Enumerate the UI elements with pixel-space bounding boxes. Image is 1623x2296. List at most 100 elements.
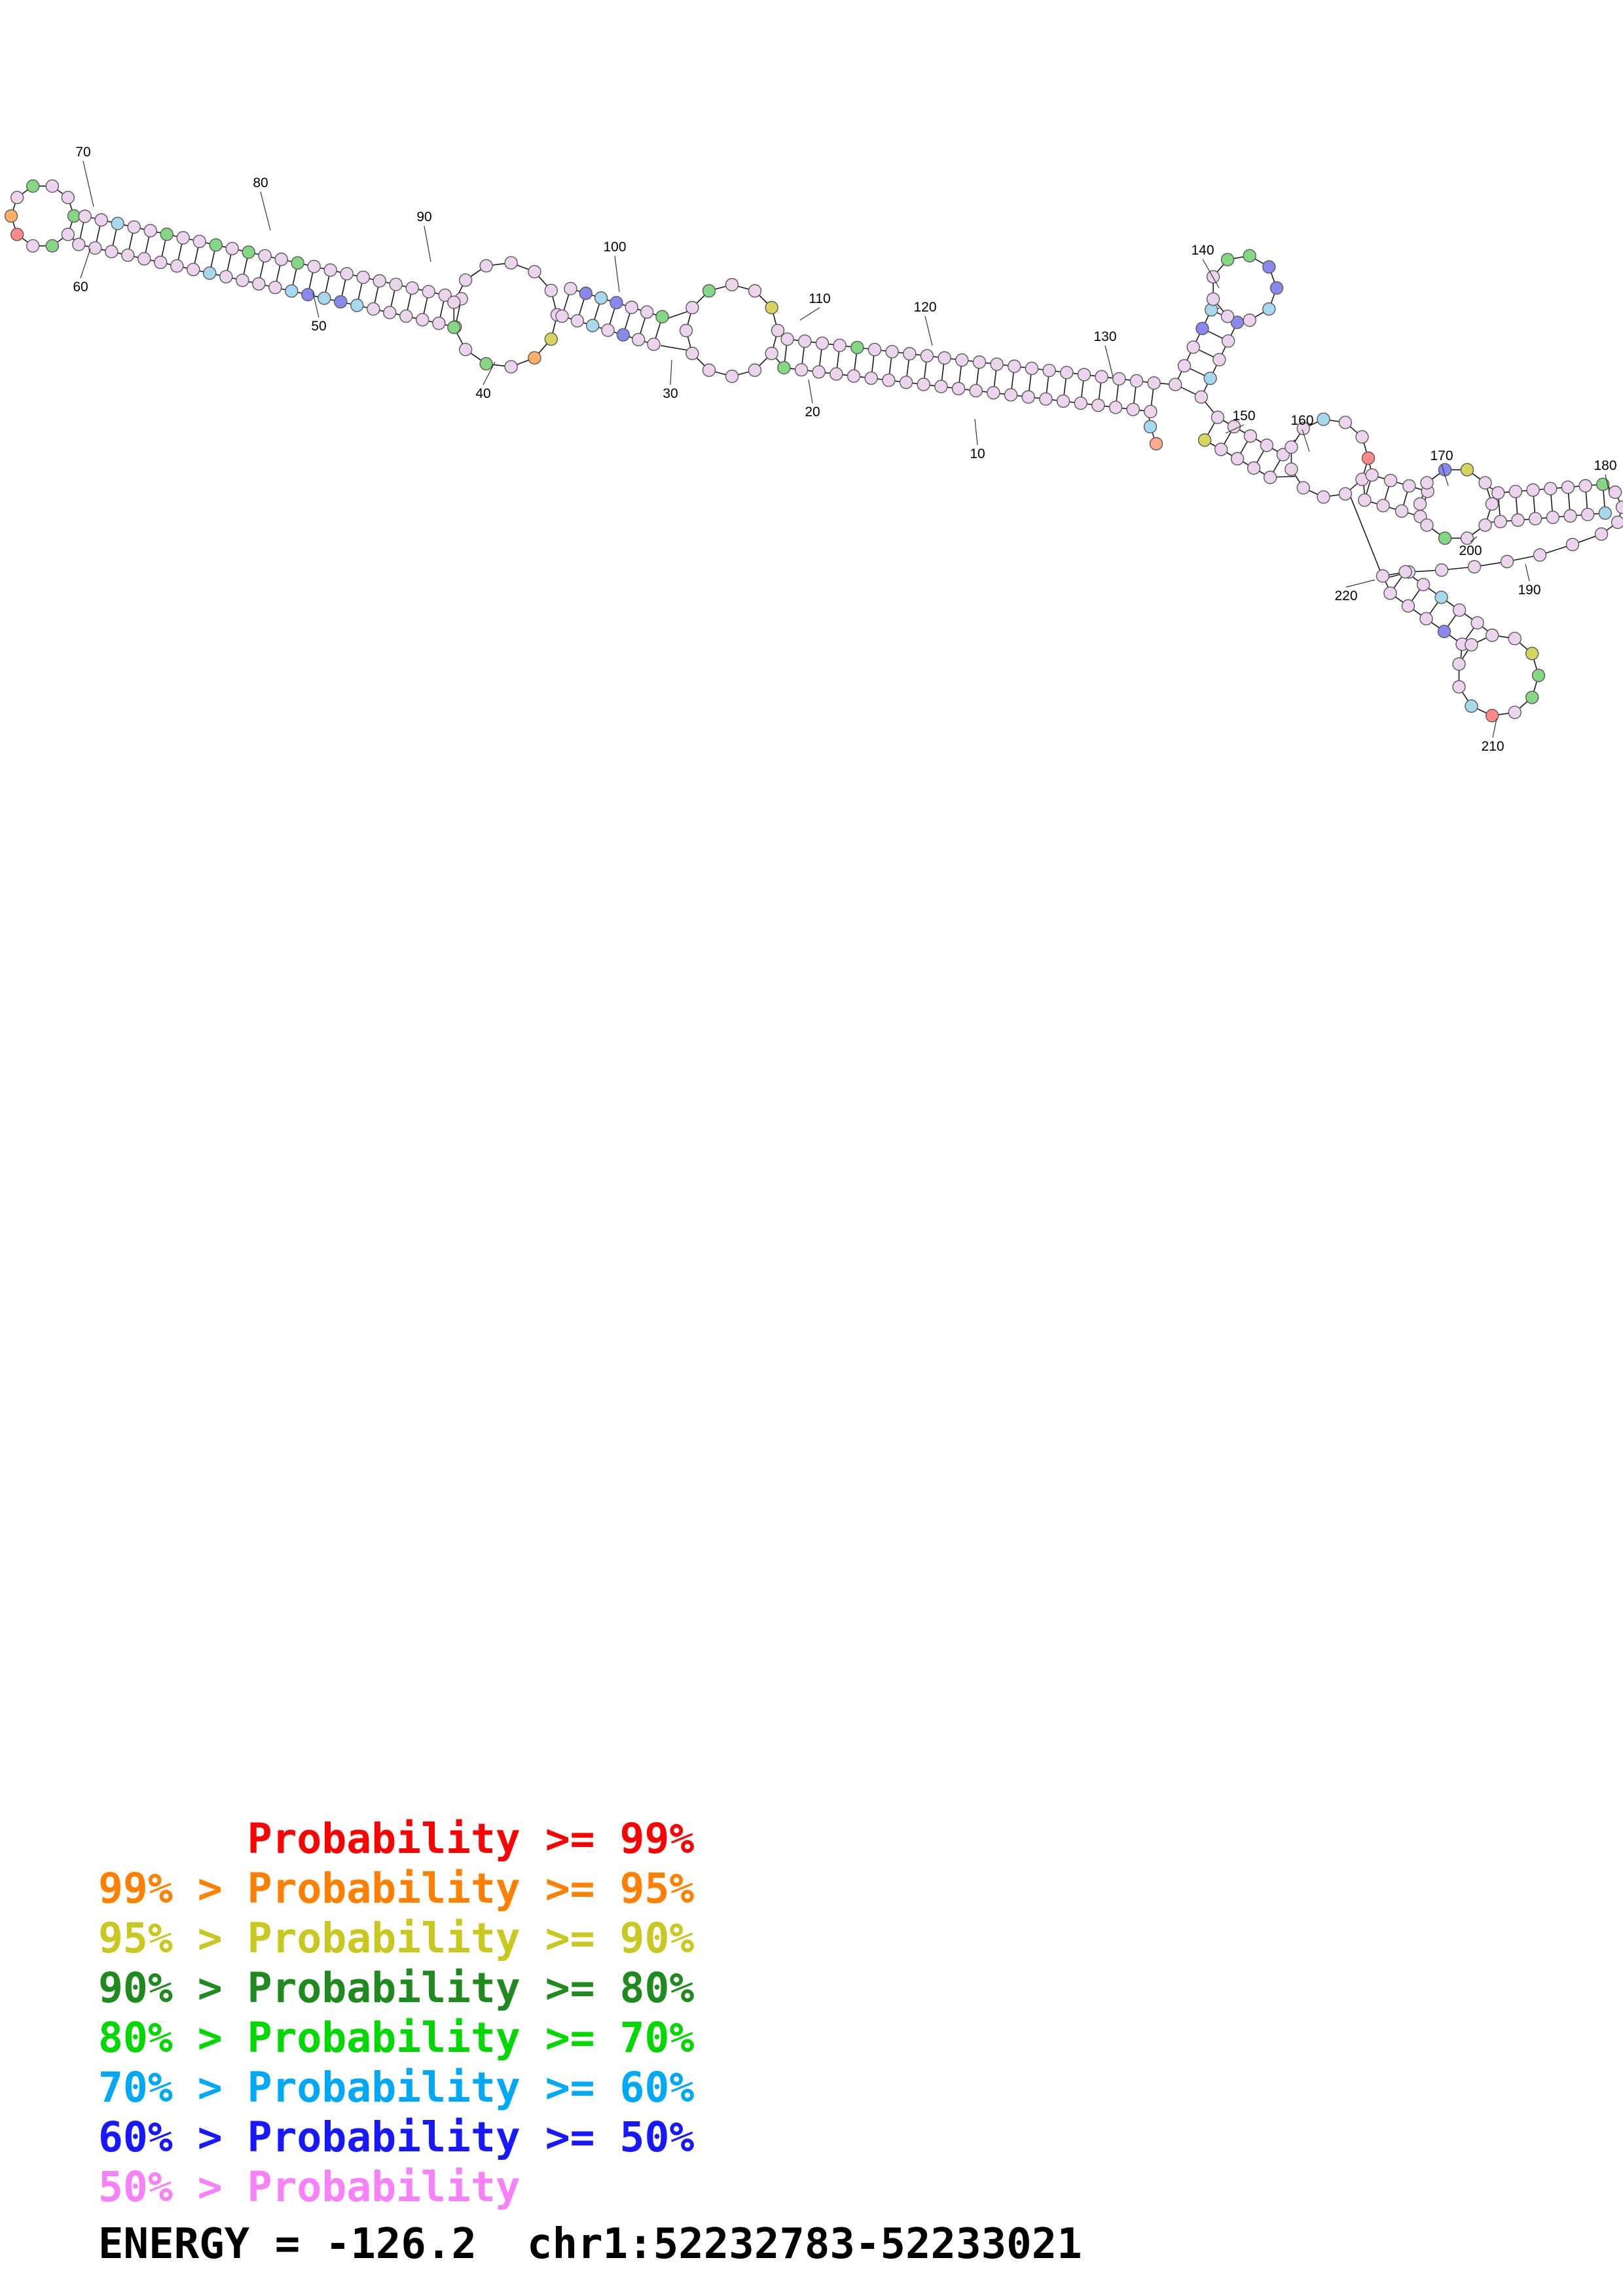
- nucleotide-node: [1168, 378, 1182, 391]
- nucleotide-node: [203, 266, 217, 280]
- nucleotide-node: [765, 300, 778, 315]
- nucleotide-node: [1485, 628, 1499, 642]
- label-leader-line: [1470, 536, 1478, 543]
- nucleotide-node: [504, 360, 518, 374]
- nucleotide-node: [1355, 430, 1369, 444]
- nucleotide-node: [555, 309, 569, 323]
- backbone-bond-line: [660, 345, 692, 351]
- nucleotide-node: [528, 351, 541, 365]
- nucleotide-node: [1042, 363, 1056, 378]
- nucleotide-node: [702, 363, 716, 377]
- nucleotide-node: [1004, 388, 1018, 402]
- nucleotide-node: [990, 357, 1004, 371]
- nucleotide-node: [504, 256, 518, 270]
- nucleotide-node: [685, 300, 699, 315]
- label-leader-line: [424, 225, 431, 262]
- nucleotide-node: [564, 281, 577, 296]
- nucleotide-node: [242, 245, 255, 259]
- nucleotide-node: [1578, 479, 1592, 493]
- nucleotide-node: [1221, 334, 1235, 348]
- label-leader-line: [312, 292, 319, 318]
- position-number-label: 80: [253, 175, 268, 190]
- nucleotide-node: [702, 284, 716, 298]
- nucleotide-node: [885, 345, 899, 359]
- nucleotide-node: [176, 231, 190, 245]
- nucleotide-node: [301, 287, 315, 302]
- position-number-label: 60: [73, 279, 88, 295]
- nucleotide-node: [1470, 616, 1484, 630]
- nucleotide-node: [479, 357, 493, 371]
- nucleotide-node: [1500, 554, 1514, 569]
- nucleotide-node: [1247, 461, 1261, 475]
- nucleotide-node: [1276, 448, 1290, 461]
- nucleotide-node: [771, 323, 785, 338]
- nucleotide-node: [1438, 531, 1452, 545]
- nucleotide-node: [1262, 260, 1276, 274]
- nucleotide-node: [1211, 410, 1225, 424]
- nucleotide-node: [951, 382, 966, 395]
- nucleotide-node: [1147, 376, 1161, 390]
- nucleotide-node: [367, 302, 380, 316]
- nucleotide-node: [373, 274, 386, 288]
- label-leader-line: [1441, 464, 1449, 486]
- nucleotide-node: [1525, 647, 1539, 660]
- label-leader-line: [808, 379, 813, 404]
- position-number-label: 10: [970, 446, 985, 461]
- nucleotide-node: [219, 270, 233, 283]
- nucleotide-node: [1594, 527, 1609, 541]
- position-number-label: 90: [416, 209, 431, 224]
- nucleotide-node: [882, 373, 896, 387]
- nucleotide-node: [934, 380, 948, 393]
- position-number-label: 150: [1232, 408, 1255, 423]
- nucleotide-node: [938, 351, 951, 365]
- label-leader-line: [1525, 564, 1530, 582]
- nucleotide-node: [815, 336, 830, 350]
- nucleotide-node: [1220, 310, 1235, 323]
- nucleotide-node: [1511, 513, 1525, 527]
- nucleotide-node: [78, 209, 92, 223]
- nucleotide-node: [1143, 420, 1158, 434]
- nucleotide-node: [685, 346, 699, 361]
- nucleotide-node: [1144, 404, 1158, 419]
- bond-lines: [10, 185, 1623, 717]
- label-leader-line: [260, 191, 271, 231]
- nucleotide-node: [1460, 531, 1474, 545]
- nucleotide-node: [1608, 485, 1622, 499]
- nucleotide-node: [972, 355, 987, 369]
- nucleotide-node: [1177, 359, 1192, 373]
- nucleotide-node: [748, 363, 762, 377]
- legend-line: 99% > Probability >= 95%: [98, 1865, 695, 1912]
- nucleotide-node: [88, 241, 102, 255]
- nucleotide-node: [847, 369, 861, 383]
- nucleotide-node: [458, 342, 473, 357]
- position-number-label: 120: [913, 300, 936, 315]
- nucleotide-node: [1611, 515, 1623, 529]
- nucleotide-node: [765, 346, 778, 361]
- nucleotide-node: [794, 363, 809, 377]
- nucleotide-node: [647, 337, 661, 351]
- nucleotide-node: [143, 224, 157, 238]
- nucleotide-node: [1434, 590, 1448, 604]
- nucleotide-node: [1296, 422, 1310, 435]
- nucleotide-node: [1129, 374, 1144, 388]
- nucleotide-node: [1544, 482, 1558, 495]
- nucleotide-node: [1493, 514, 1507, 529]
- nucleotide-node: [154, 255, 168, 270]
- position-number-label: 30: [663, 386, 678, 401]
- energy-label: ENERGY = -126.2 chr1:52232783-52233021: [98, 2220, 1082, 2269]
- nucleotide-node: [1420, 476, 1434, 490]
- nucleotide-node: [252, 277, 266, 291]
- nucleotide-node: [1563, 509, 1577, 523]
- legend-line: 95% > Probability >= 90%: [98, 1914, 695, 1962]
- nucleotide-node: [1419, 612, 1433, 626]
- nucleotide-node: [1008, 359, 1021, 373]
- nucleotide-node: [61, 190, 75, 204]
- position-number-label: 190: [1518, 583, 1541, 598]
- nucleotide-node: [1478, 518, 1492, 532]
- nucleotide-node: [1358, 493, 1372, 507]
- nucleotide-node: [1361, 451, 1376, 465]
- nucleotide-node: [830, 367, 843, 381]
- nucleotide-node: [812, 365, 826, 379]
- label-leader-line: [1225, 424, 1245, 434]
- nucleotide-node: [323, 263, 337, 277]
